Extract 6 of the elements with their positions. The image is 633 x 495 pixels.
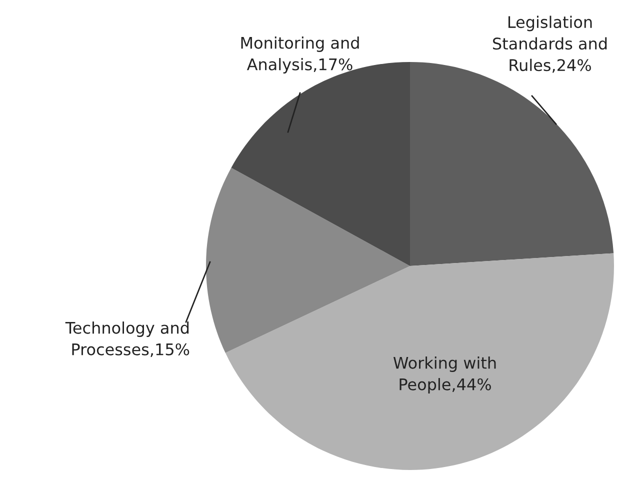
slice-label: Legislation Standards and Rules,24% <box>492 16 607 73</box>
slice-label: Working with People,44% <box>393 356 496 394</box>
pie-slice <box>206 168 410 353</box>
slice-label: Technology and Processes,15% <box>65 322 190 358</box>
pie-slice <box>225 253 614 470</box>
slice-label: Monitoring and Analysis,17% <box>241 36 359 74</box>
